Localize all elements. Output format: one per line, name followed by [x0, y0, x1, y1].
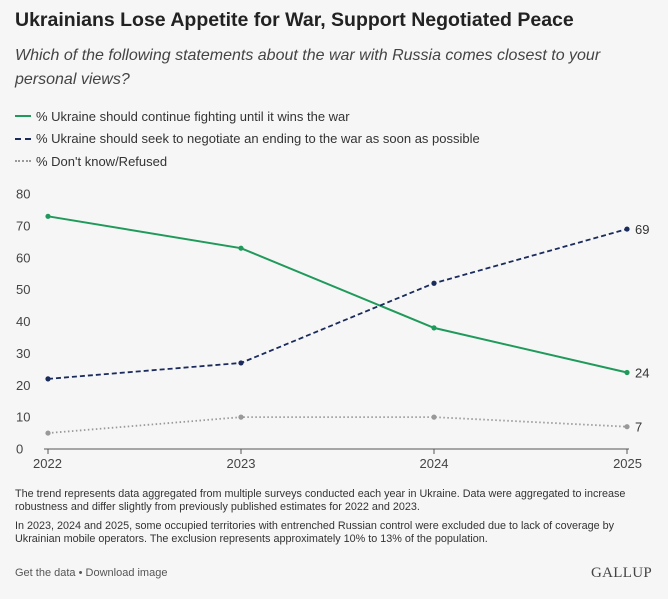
x-tick-label: 2023 — [227, 456, 256, 471]
data-point — [45, 430, 51, 436]
legend-item-fight: % Ukraine should continue fighting until… — [15, 105, 655, 128]
x-tick-label: 2025 — [613, 456, 642, 471]
x-tick-label: 2024 — [420, 456, 449, 471]
gallup-logo: GALLUP — [591, 565, 652, 581]
data-point — [238, 360, 244, 366]
end-value-label: 24 — [635, 366, 649, 381]
footer-separator: • — [75, 567, 86, 579]
y-tick-label: 10 — [16, 410, 30, 425]
footer-links: Get the data • Download image — [15, 567, 167, 579]
y-tick-label: 50 — [16, 282, 30, 297]
end-value-label: 7 — [635, 420, 642, 435]
legend-item-dont-know: % Don't know/Refused — [15, 150, 655, 173]
data-point — [431, 325, 437, 331]
legend-label-negotiate: % Ukraine should seek to negotiate an en… — [36, 131, 480, 147]
line-chart: 0 10 20 30 40 50 60 70 80 2022 2023 2024 2025 24 69 7 — [16, 187, 649, 472]
x-tick-label: 2022 — [33, 456, 62, 471]
download-image-link[interactable]: Download image — [85, 567, 168, 579]
series-line-2 — [47, 416, 628, 434]
data-point — [624, 226, 630, 232]
data-point — [45, 213, 51, 219]
legend: % Ukraine should continue fighting until… — [15, 105, 655, 173]
data-point — [624, 424, 630, 430]
legend-swatch-fight — [15, 115, 31, 118]
y-tick-label: 20 — [16, 378, 30, 393]
data-point — [431, 414, 437, 420]
y-tick-label: 70 — [16, 218, 30, 233]
chart-notes: The trend represents data aggregated fro… — [15, 488, 655, 552]
legend-swatch-negotiate — [15, 137, 31, 140]
legend-label-dont-know: % Don't know/Refused — [36, 153, 168, 169]
note-exclusion: In 2023, 2024 and 2025, some occupied te… — [15, 520, 614, 545]
get-data-link[interactable]: Get the data — [15, 567, 76, 579]
y-tick-label: 60 — [16, 250, 30, 265]
data-point — [431, 280, 437, 286]
data-point — [45, 376, 51, 382]
note-aggregation: The trend represents data aggregated fro… — [15, 488, 626, 513]
legend-label-fight: % Ukraine should continue fighting until… — [36, 108, 350, 124]
legend-item-negotiate: % Ukraine should seek to negotiate an en… — [15, 128, 655, 151]
end-value-label: 69 — [635, 222, 649, 237]
y-tick-label: 80 — [16, 187, 30, 202]
data-point — [238, 245, 244, 251]
legend-swatch-dont-know — [15, 160, 31, 163]
data-point — [624, 369, 630, 376]
chart-subtitle: Which of the following statements about … — [15, 47, 601, 88]
y-tick-label: 30 — [16, 346, 30, 361]
y-tick-label: 0 — [16, 442, 23, 457]
chart-title: Ukrainians Lose Appetite for War, Suppor… — [15, 9, 574, 31]
series-line-1 — [47, 228, 628, 380]
y-tick-label: 40 — [16, 314, 30, 329]
data-point — [238, 414, 244, 420]
series-line-0 — [47, 215, 628, 374]
